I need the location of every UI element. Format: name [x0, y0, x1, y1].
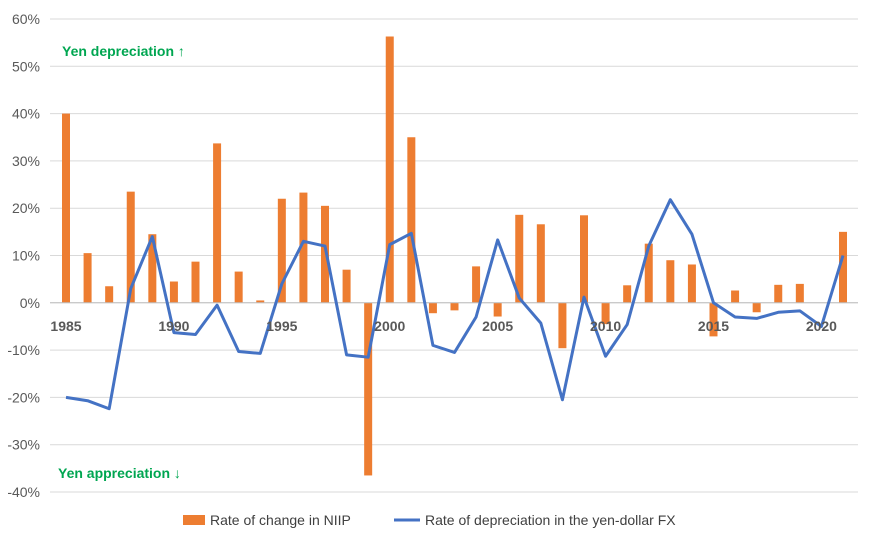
bar-niip — [321, 205, 329, 303]
bar-niip — [83, 253, 92, 303]
bar-niip — [62, 113, 70, 303]
x-tick-label: 1985 — [50, 318, 81, 334]
gridlines — [50, 18, 858, 493]
x-tick-label: 2010 — [590, 318, 621, 334]
bar-niip — [644, 243, 653, 303]
y-tick-label: 50% — [12, 58, 40, 74]
bar-niip — [731, 290, 740, 303]
niip-bars — [62, 36, 847, 476]
legend-label-niip: Rate of change in NIIP — [210, 512, 351, 528]
bar-niip — [687, 264, 696, 303]
annotation-yen-depreciation: Yen depreciation ↑ — [62, 43, 185, 59]
x-tick-label: 2005 — [482, 318, 513, 334]
bar-niip — [191, 261, 200, 303]
y-tick-label: -20% — [7, 389, 40, 405]
bar-niip — [839, 231, 847, 303]
y-tick-label: 0% — [20, 295, 40, 311]
legend: Rate of change in NIIP Rate of depreciat… — [183, 512, 676, 528]
y-tick-label: 60% — [12, 11, 40, 27]
bar-niip — [342, 269, 351, 303]
y-tick-label: -40% — [7, 484, 40, 500]
bar-niip — [385, 36, 394, 303]
bar-niip — [234, 271, 243, 303]
bar-niip — [169, 281, 178, 303]
bar-niip — [752, 302, 761, 313]
bar-niip — [256, 300, 265, 303]
y-tick-label: 20% — [12, 200, 40, 216]
bar-niip — [105, 286, 114, 303]
annotation-yen-appreciation: Yen appreciation ↓ — [58, 465, 181, 481]
legend-label-fx: Rate of depreciation in the yen-dollar F… — [425, 512, 676, 528]
bar-niip — [148, 234, 157, 303]
y-tick-label: -30% — [7, 437, 40, 453]
bar-niip — [623, 285, 632, 303]
legend-swatch-niip — [183, 515, 205, 525]
bar-niip — [213, 143, 222, 303]
bar-niip — [558, 302, 567, 349]
bar-niip — [774, 284, 783, 303]
bar-niip — [126, 191, 135, 303]
x-tick-label: 2000 — [374, 318, 405, 334]
bar-niip — [364, 302, 373, 476]
y-axis-ticks: 60% 50% 40% 30% 20% 10% 0% -10% -20% -30% -40% — [7, 11, 40, 500]
bar-niip — [277, 198, 286, 303]
bar-niip — [493, 302, 502, 317]
x-tick-label: 2020 — [806, 318, 837, 334]
bar-niip — [428, 302, 437, 314]
series-line-fx-depreciation — [65, 198, 845, 411]
bar-niip — [515, 214, 524, 303]
y-tick-label: 10% — [12, 248, 40, 264]
bar-niip — [795, 283, 804, 303]
x-tick-label: 1995 — [266, 318, 297, 334]
y-tick-label: 40% — [12, 106, 40, 122]
bar-niip — [601, 302, 610, 325]
bar-niip — [299, 192, 308, 303]
y-tick-label: -10% — [7, 342, 40, 358]
bar-niip — [709, 302, 718, 337]
bar-niip — [472, 266, 481, 303]
x-tick-label: 1990 — [158, 318, 189, 334]
bar-niip — [407, 137, 416, 303]
bar-niip — [536, 224, 545, 303]
bar-niip — [666, 260, 675, 303]
bar-niip — [450, 302, 459, 311]
bar-niip — [580, 215, 588, 303]
x-tick-label: 2015 — [698, 318, 729, 334]
x-axis-ticks: 1985 1990 1995 2000 2005 2010 2015 2020 — [50, 318, 837, 334]
y-tick-label: 30% — [12, 153, 40, 169]
